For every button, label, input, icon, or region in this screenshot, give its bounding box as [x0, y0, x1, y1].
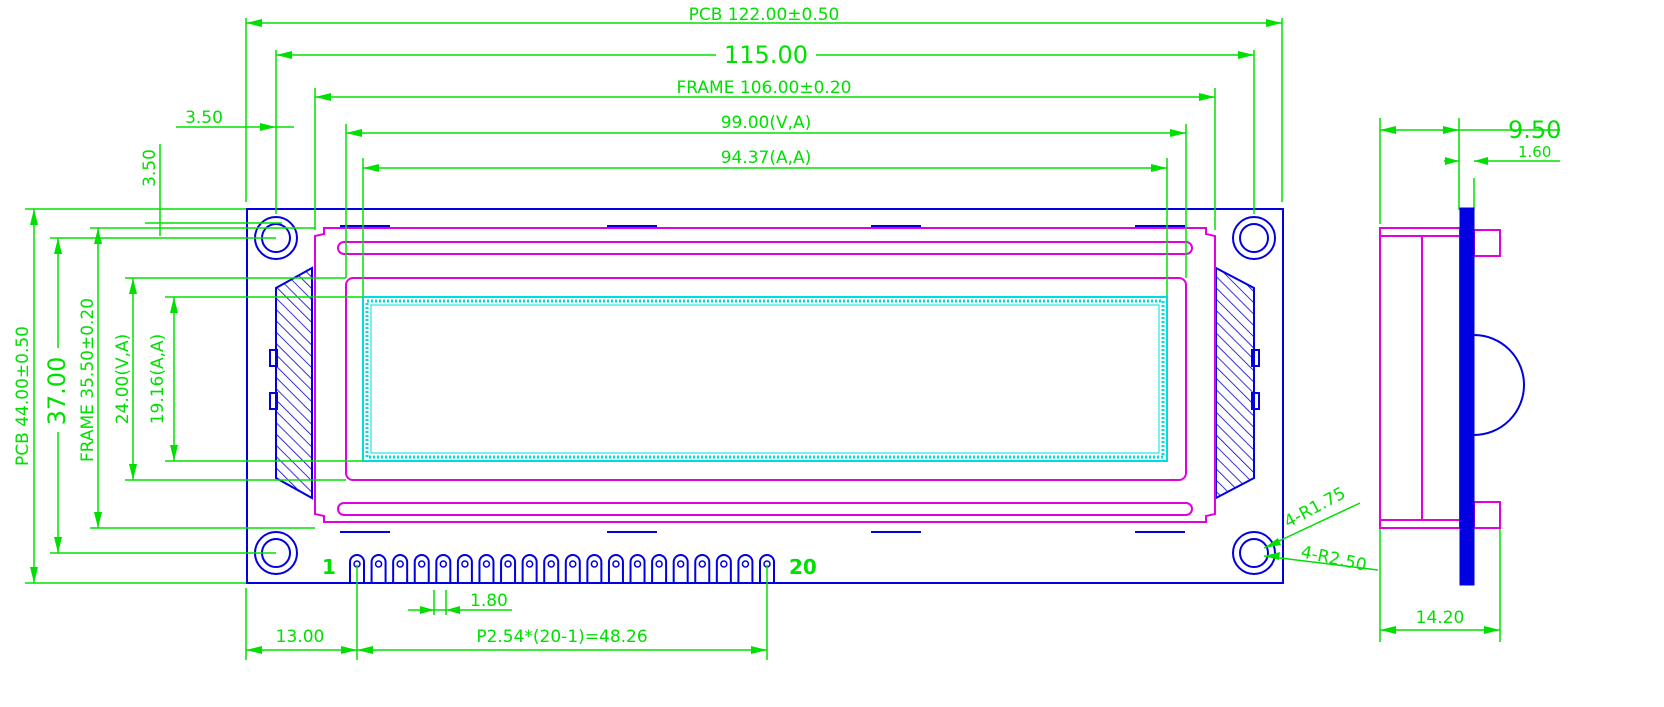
side-depth-label: 14.20 — [1416, 608, 1465, 628]
pin-icon — [521, 554, 538, 583]
hole-offset-y-label: 3.50 — [140, 149, 160, 187]
frame-height-label: FRAME 35.50±0.20 — [78, 298, 98, 462]
pin-icon — [543, 554, 560, 583]
pin-icon — [737, 554, 754, 583]
pin-last-label: 20 — [789, 555, 817, 579]
pin-icon — [392, 554, 409, 583]
pin-icon — [672, 554, 689, 583]
pcb-height-label: PCB 44.00±0.50 — [13, 326, 33, 466]
side-total-depth-label: 9.50 — [1508, 116, 1561, 144]
side-frame-outline — [1379, 227, 1461, 529]
bezel-tabs — [269, 225, 1260, 533]
side-pcb-bar — [1459, 207, 1475, 586]
pin-icon — [586, 554, 603, 583]
pin-icon — [607, 554, 624, 583]
frame-bottom-slot — [337, 502, 1193, 516]
mounting-hole-tr-icon — [1232, 216, 1276, 260]
dimension-lines — [25, 18, 1560, 660]
left-connector-hatch-icon — [275, 266, 313, 500]
pin-icon — [413, 554, 430, 583]
va-width-label: 99.00(V,A) — [721, 113, 812, 133]
dimension-arrowheads — [30, 19, 1500, 654]
pin-icon — [651, 554, 668, 583]
viewing-area-outline — [345, 277, 1187, 481]
side-tab-top — [1473, 229, 1501, 257]
pin1-offset-label: 13.00 — [276, 627, 325, 647]
active-area-dots — [365, 299, 1165, 459]
frame-outline — [314, 227, 1216, 523]
frame-top-slot — [337, 241, 1193, 255]
pin-pitch-label: P2.54*(20-1)=48.26 — [476, 627, 647, 647]
aa-width-label: 94.37(A,A) — [721, 148, 812, 168]
pin-icon — [456, 554, 473, 583]
pin-first-label: 1 — [322, 555, 336, 579]
hole-small-radius-label: 4-R1.75 — [1281, 483, 1349, 532]
va-height-label: 24.00(V,A) — [113, 334, 133, 425]
hole-pitch-y-label: 37.00 — [43, 357, 71, 426]
side-view — [1379, 207, 1525, 586]
pin-icon — [694, 554, 711, 583]
active-area-outline — [362, 296, 1168, 462]
pin-icon — [500, 554, 517, 583]
mounting-hole-br-icon — [1232, 531, 1276, 575]
pcb-outline — [246, 208, 1284, 584]
pin-row — [349, 554, 775, 583]
pin-icon — [629, 554, 646, 583]
front-view: 1 20 — [246, 208, 1284, 584]
pin-icon — [715, 554, 732, 583]
pin-width-label: 1.80 — [470, 591, 508, 611]
pin-icon — [370, 554, 387, 583]
frame-width-label: FRAME 106.00±0.20 — [677, 78, 852, 98]
pcb-width-label: PCB 122.00±0.50 — [689, 5, 840, 25]
hole-pitch-x-label: 115.00 — [724, 41, 808, 69]
side-tab-bottom — [1473, 501, 1501, 529]
side-backlight-bulge — [1473, 334, 1525, 436]
aa-height-label: 19.16(A,A) — [148, 334, 168, 425]
right-connector-hatch-icon — [1215, 266, 1255, 500]
dimension-labels: PCB 122.00±0.50 115.00 FRAME 106.00±0.20… — [13, 5, 1561, 647]
hole-offset-x-label: 3.50 — [185, 108, 223, 128]
pin-icon — [478, 554, 495, 583]
pin-icon — [435, 554, 452, 583]
hole-large-radius-label: 4-R2.50 — [1299, 542, 1368, 575]
side-pcb-thickness-label: 1.60 — [1518, 143, 1551, 161]
pin-icon — [564, 554, 581, 583]
